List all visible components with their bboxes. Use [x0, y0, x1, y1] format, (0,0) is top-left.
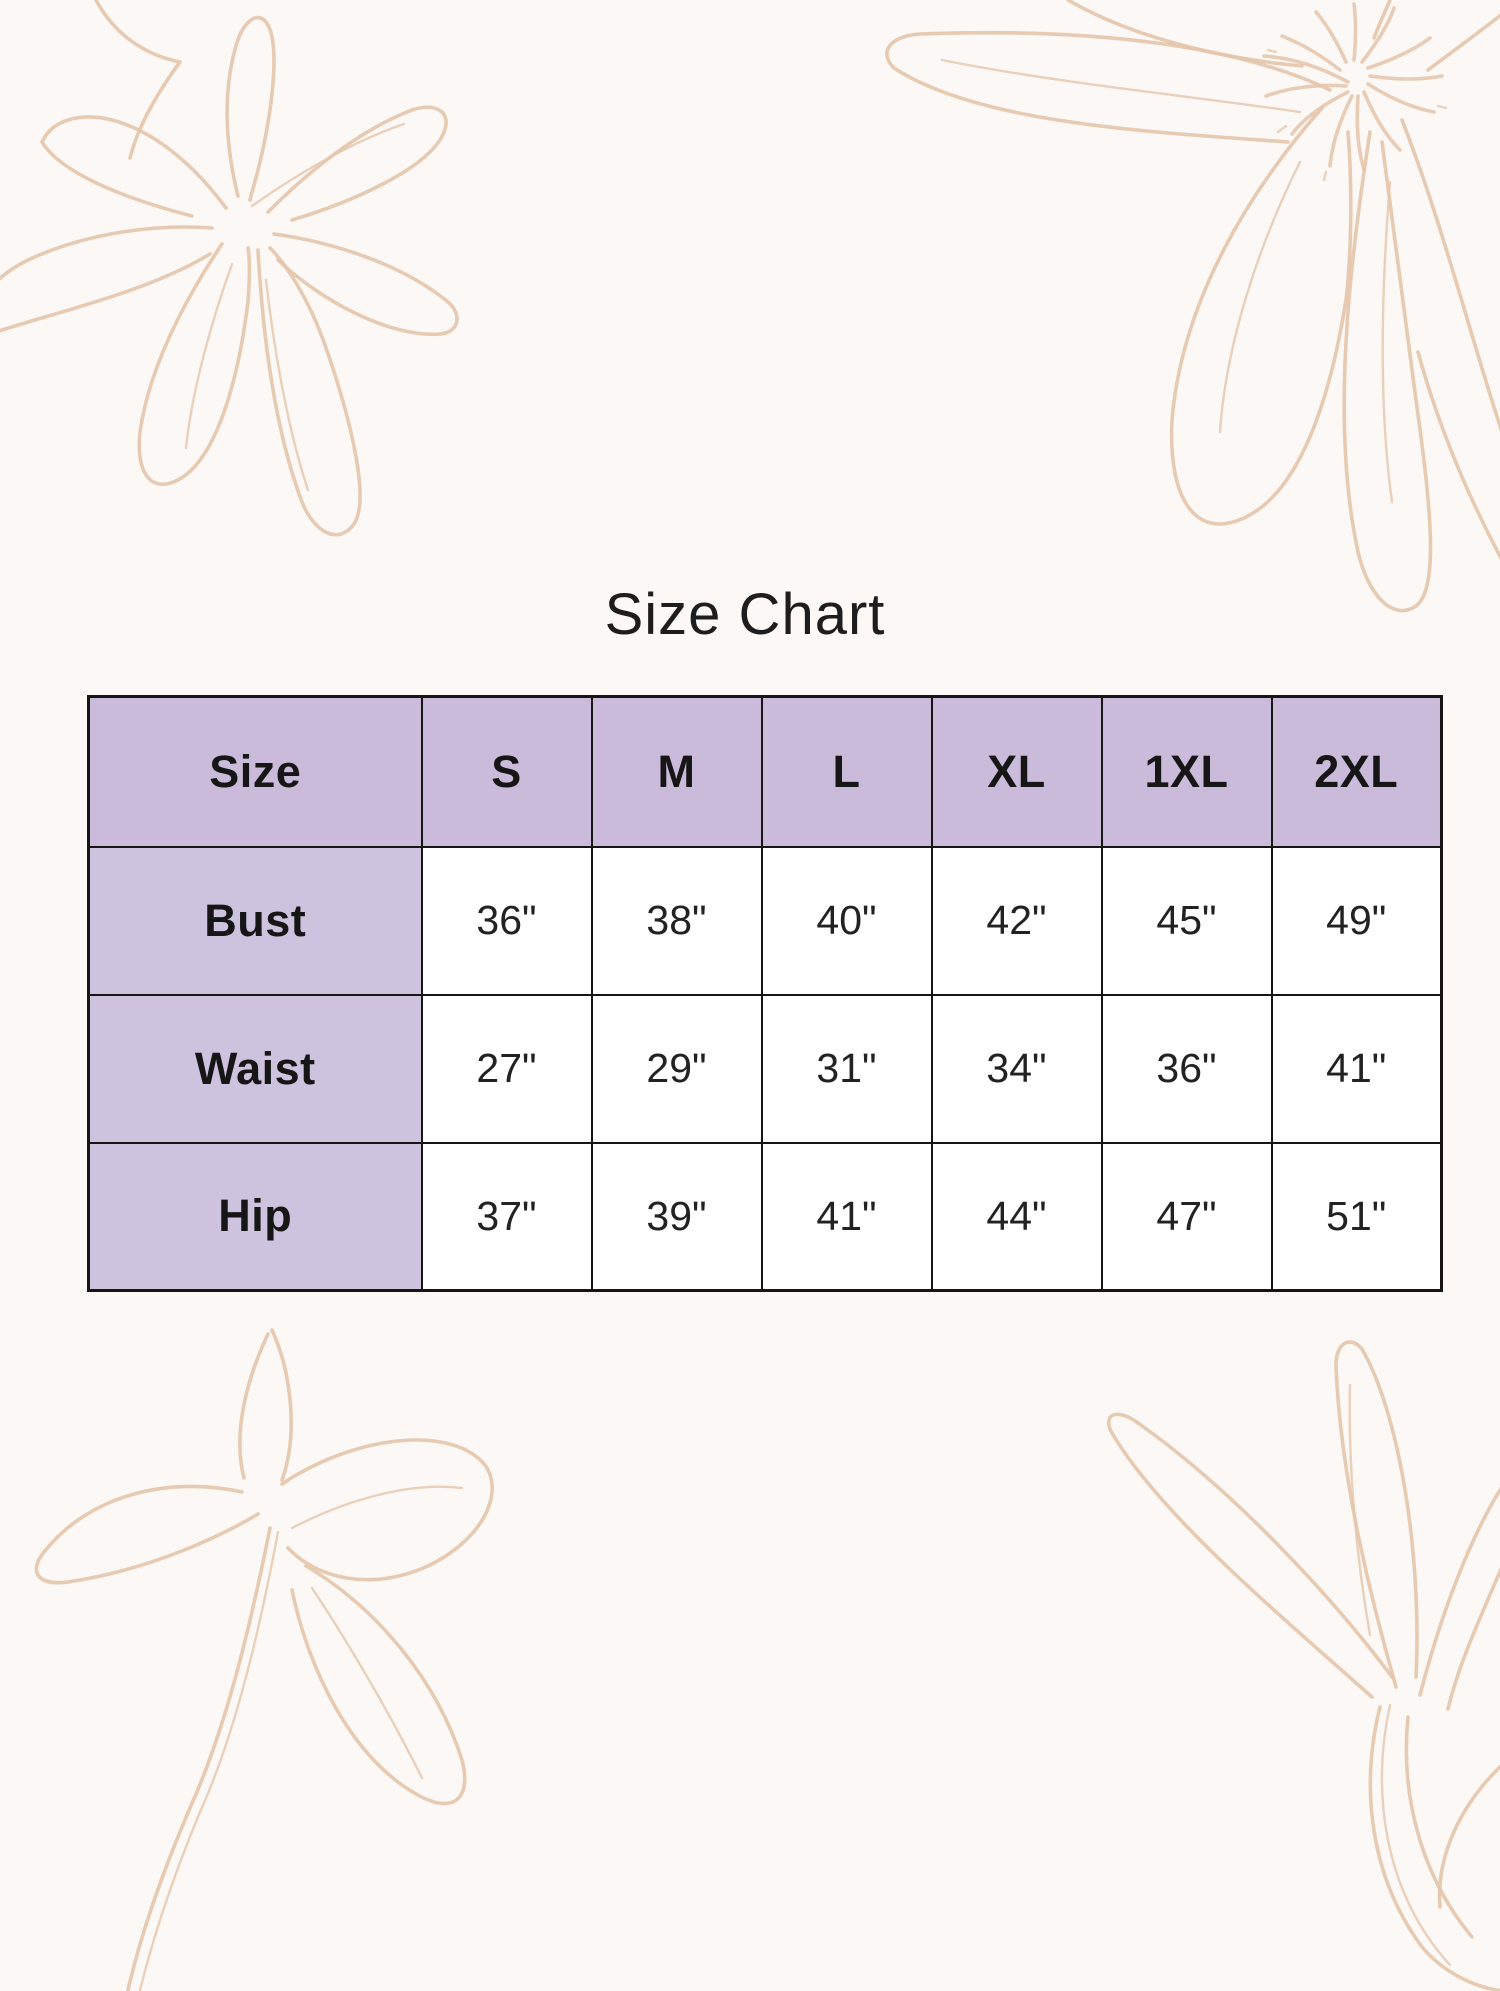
row-label-hip: Hip	[87, 1141, 423, 1292]
page-title: Size Chart	[604, 582, 886, 647]
column-header-l: L	[760, 695, 933, 848]
measurement-cell: 37"	[420, 1141, 593, 1292]
column-header-s: S	[420, 695, 593, 848]
measurement-cell: 29"	[590, 993, 763, 1144]
table-row-bust: Bust 36" 38" 40" 42" 45" 49"	[87, 845, 1443, 996]
measurement-cell: 40"	[760, 845, 933, 996]
measurement-cell: 27"	[420, 993, 593, 1144]
floral-bottom-left-icon	[34, 1328, 494, 1991]
column-header-xl: XL	[930, 695, 1103, 848]
row-label-bust: Bust	[87, 845, 423, 996]
column-header-size: Size	[87, 695, 423, 848]
measurement-cell: 41"	[760, 1141, 933, 1292]
measurement-cell: 49"	[1270, 845, 1443, 996]
table-row-hip: Hip 37" 39" 41" 44" 47" 51"	[87, 1141, 1443, 1292]
header-row: Size S M L XL 1XL 2XL	[87, 695, 1443, 848]
floral-top-right-icon	[885, 0, 1500, 613]
measurement-cell: 45"	[1100, 845, 1273, 996]
size-chart-table: Size S M L XL 1XL 2XL Bust 36" 38" 40" 4…	[87, 695, 1443, 1292]
measurement-cell: 41"	[1270, 993, 1443, 1144]
measurement-cell: 36"	[420, 845, 593, 996]
column-header-m: M	[590, 695, 763, 848]
table-row-waist: Waist 27" 29" 31" 34" 36" 41"	[87, 993, 1443, 1144]
measurement-cell: 39"	[590, 1141, 763, 1292]
measurement-cell: 42"	[930, 845, 1103, 996]
measurement-cell: 38"	[590, 845, 763, 996]
measurement-cell: 44"	[930, 1141, 1103, 1292]
measurement-cell: 31"	[760, 993, 933, 1144]
row-label-waist: Waist	[87, 993, 423, 1144]
measurement-cell: 36"	[1100, 993, 1273, 1144]
measurement-cell: 51"	[1270, 1141, 1443, 1292]
column-header-1xl: 1XL	[1100, 695, 1273, 848]
floral-bottom-right-icon	[1106, 1340, 1500, 1991]
measurement-cell: 47"	[1100, 1141, 1273, 1292]
floral-top-left-icon	[0, 0, 459, 537]
column-header-2xl: 2XL	[1270, 695, 1443, 848]
measurement-cell: 34"	[930, 993, 1103, 1144]
